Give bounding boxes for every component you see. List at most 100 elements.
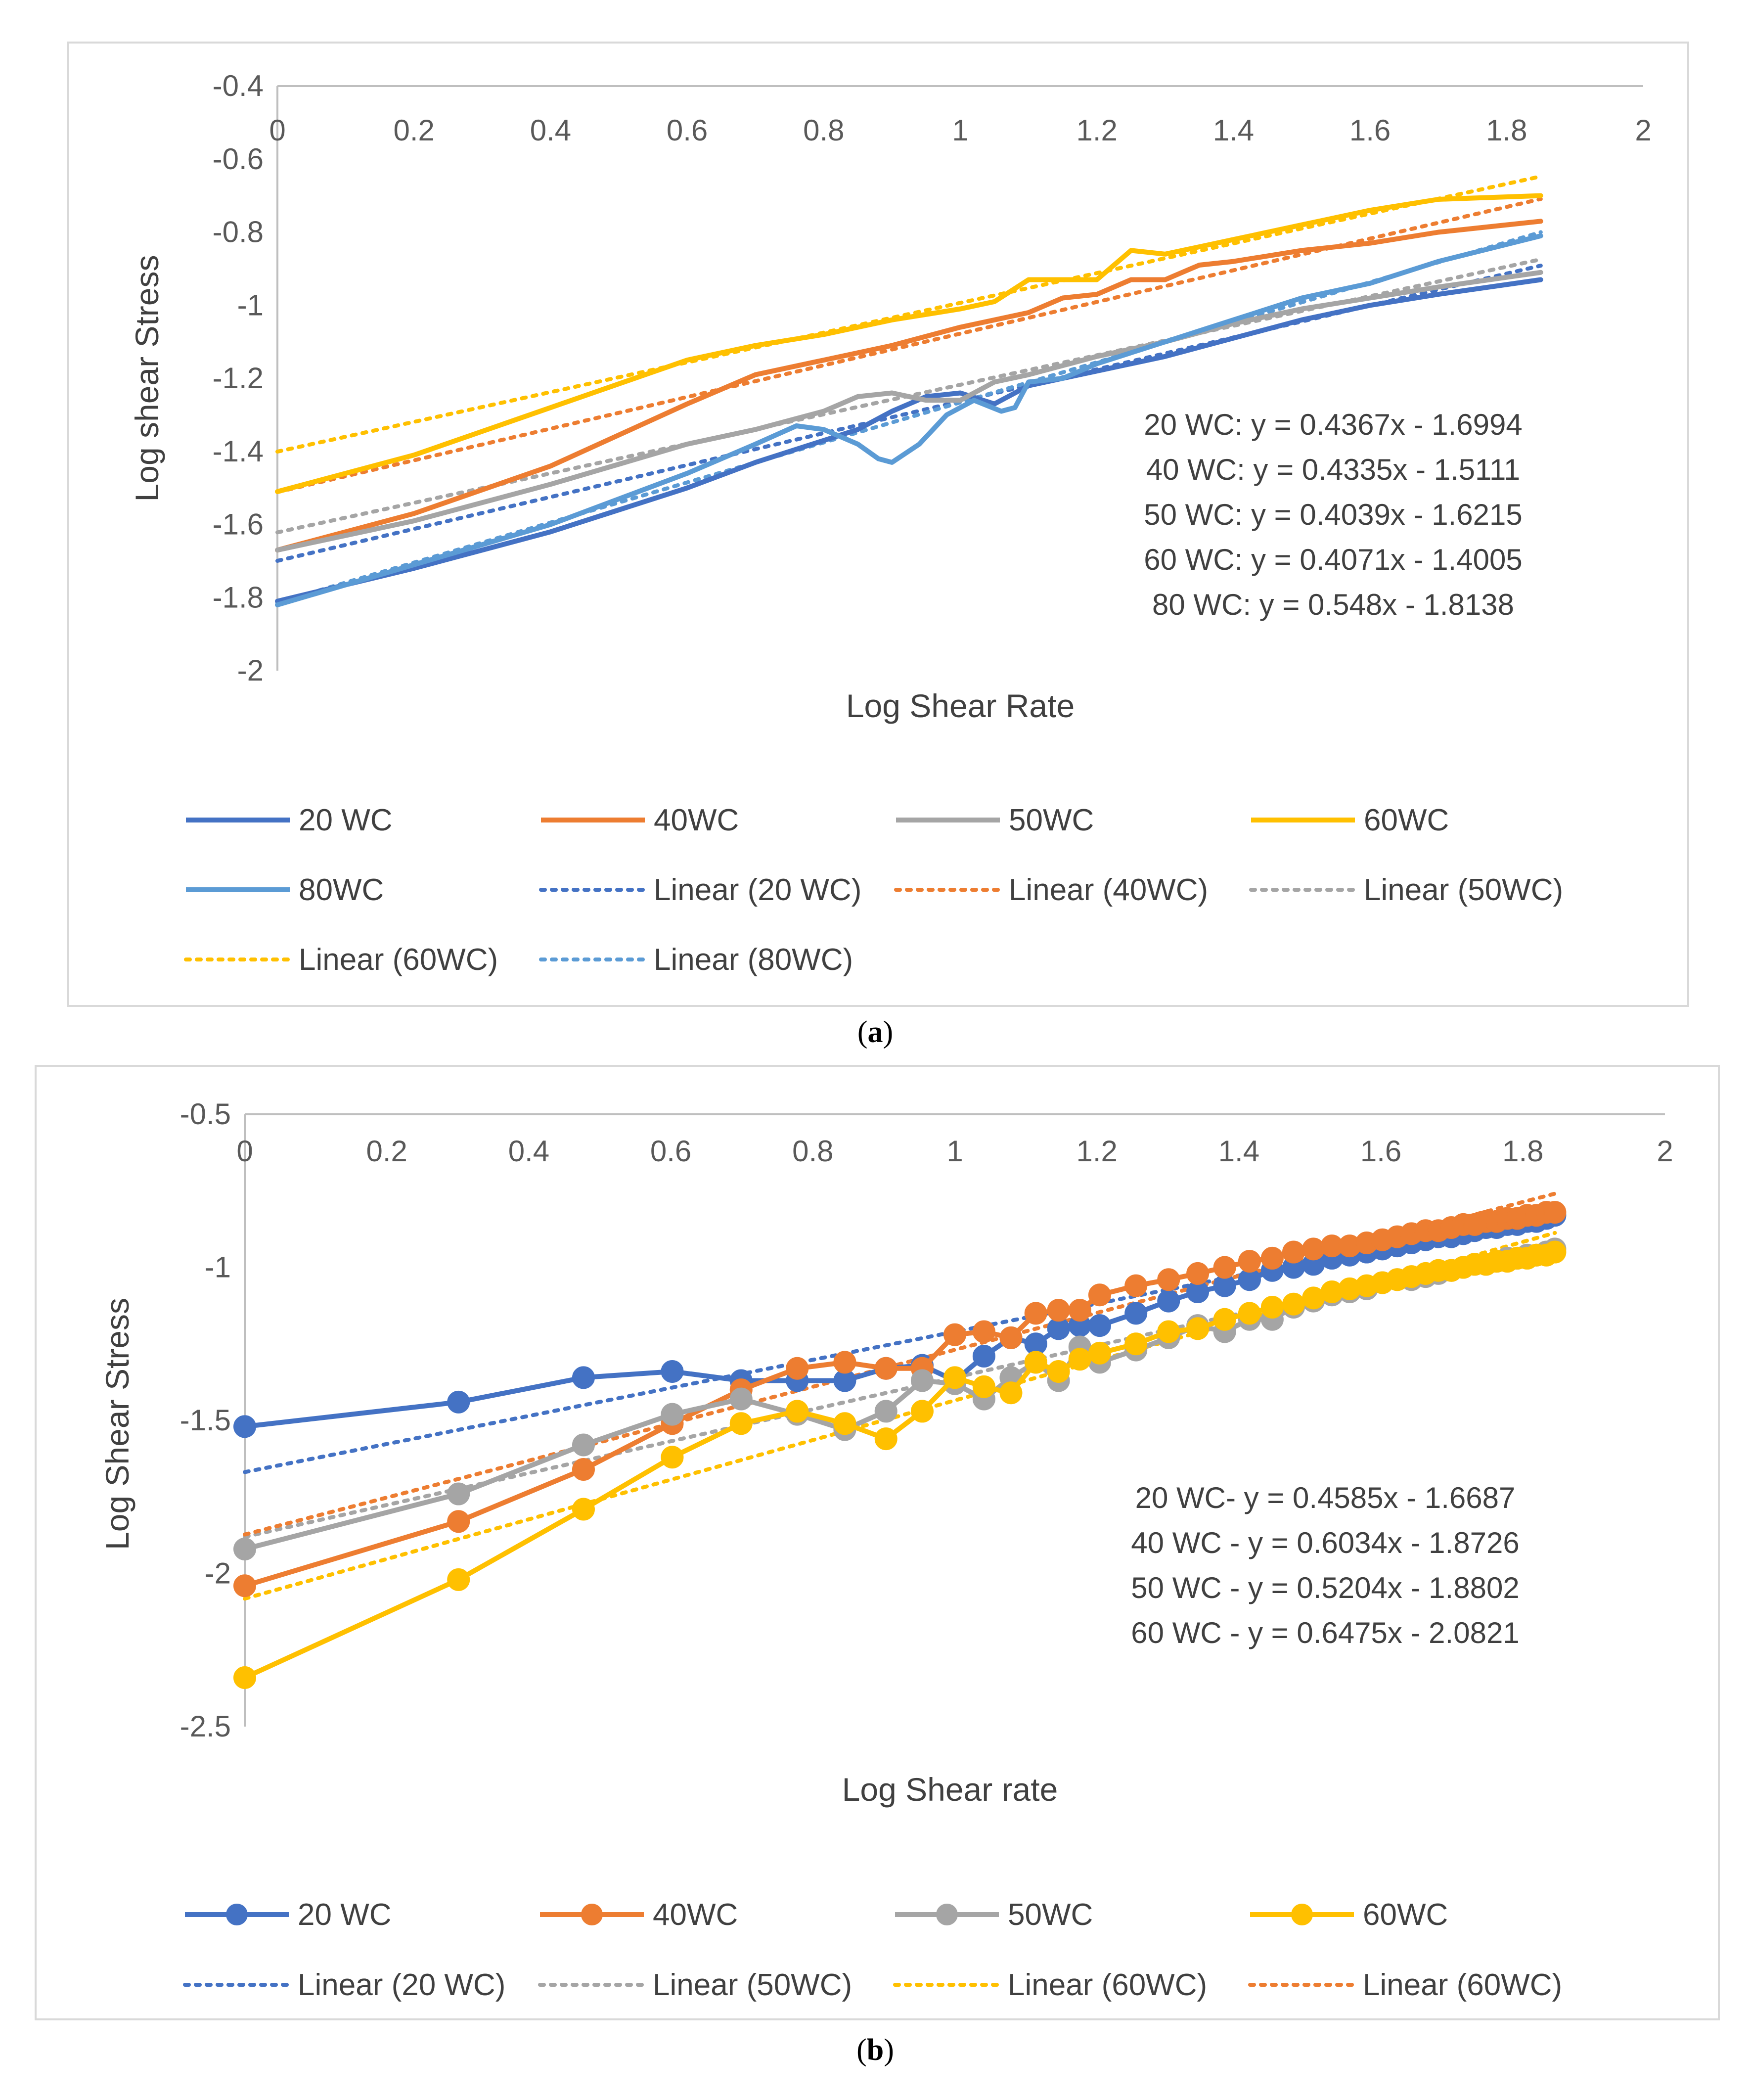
x-tick-label: 0.6 — [650, 1135, 691, 1168]
legend-label-linear-60wc: Linear (60WC) — [1363, 1968, 1562, 2002]
data-point-60wc — [1238, 1302, 1261, 1325]
data-point-50wc — [572, 1433, 595, 1457]
data-point-20-wc — [1088, 1314, 1111, 1337]
data-point-40wc — [1282, 1240, 1305, 1264]
chart-panel-b: 0 0.2 0.4 0.6 0.8 1 1.2 1.4 1.6 1.8 2 -0.5 -1 -1.5 -2 -… — [35, 1065, 1720, 2020]
trendline-equation: 50 WC: y = 0.4039x - 1.6215 — [1144, 498, 1522, 531]
chart-panel-a: 0 0.2 0.4 0.6 0.8 1 1.2 1.4 1.6 1.8 2 -0.4 -0.6 -0.8 -… — [67, 42, 1689, 1007]
legend-label-linear-50wc: Linear (50WC) — [653, 1968, 852, 2002]
data-point-40wc — [833, 1351, 856, 1374]
chart-b-canvas: 0 0.2 0.4 0.6 0.8 1 1.2 1.4 1.6 1.8 2 -0.5 -1 -1.5 -2 -… — [99, 1097, 1673, 2002]
x-tick-label: 1 — [952, 114, 968, 147]
data-point-60wc — [943, 1366, 966, 1389]
x-tick-label: 0 — [236, 1135, 253, 1168]
x-tick-label: 0.6 — [667, 114, 708, 147]
series-line-80wc — [275, 233, 1543, 607]
legend-label-linear-60wc: Linear (60WC) — [299, 943, 498, 977]
data-point-40wc — [786, 1357, 809, 1380]
y-tick-label: -1 — [205, 1251, 231, 1284]
x-tick-label: 0.8 — [792, 1135, 833, 1168]
data-point-60wc — [999, 1381, 1023, 1405]
legend-marker-60wc — [1291, 1904, 1313, 1925]
y-tick-label: -1.4 — [213, 435, 264, 468]
data-point-50wc — [874, 1400, 897, 1423]
legend-label-50wc: 50WC — [1008, 1898, 1093, 1932]
data-point-40wc — [1186, 1262, 1210, 1285]
x-tick-label: 1 — [946, 1135, 963, 1168]
data-point-50wc — [661, 1403, 684, 1426]
legend-label-40wc: 40WC — [654, 803, 739, 837]
legend-label-linear-80wc: Linear (80WC) — [654, 943, 853, 977]
x-tick-label: 0.4 — [530, 114, 571, 147]
trendline-linear-60wc — [243, 1191, 1557, 1537]
data-point-50wc — [233, 1537, 256, 1560]
x-axis-title: Log Shear Rate — [846, 687, 1075, 724]
data-point-60wc — [572, 1498, 595, 1521]
data-point-40wc — [1068, 1299, 1091, 1322]
legend-marker-40wc — [581, 1904, 603, 1925]
data-point-60wc — [1124, 1332, 1148, 1356]
data-point-40wc — [999, 1326, 1023, 1349]
y-tick-label: -1.2 — [213, 362, 264, 395]
data-point-60wc — [1068, 1348, 1091, 1371]
data-point-20-wc — [1124, 1302, 1148, 1325]
data-point-40wc — [1238, 1250, 1261, 1273]
data-point-40wc — [1213, 1256, 1236, 1279]
data-point-40wc — [874, 1357, 897, 1380]
legend-label-40wc: 40WC — [653, 1898, 738, 1932]
data-point-40wc — [447, 1510, 470, 1533]
trendline-equation: 80 WC: y = 0.548x - 1.8138 — [1152, 588, 1514, 621]
y-tick-label: -1 — [237, 288, 264, 321]
y-tick-label: -2.5 — [180, 1710, 231, 1743]
trendline-equation: 40 WC - y = 0.6034x - 1.8726 — [1131, 1526, 1519, 1559]
chart-a-canvas: 0 0.2 0.4 0.6 0.8 1 1.2 1.4 1.6 1.8 2 -0.4 -0.6 -0.8 -… — [129, 69, 1652, 977]
series-line-50wc — [275, 270, 1543, 553]
trendline-equation: 20 WC: y = 0.4367x - 1.6994 — [1144, 408, 1522, 441]
trendline-equation: 60 WC - y = 0.6475x - 2.0821 — [1131, 1616, 1519, 1649]
legend-marker-20-wc — [226, 1904, 248, 1925]
data-point-60wc — [1186, 1317, 1210, 1340]
data-point-40wc — [1543, 1201, 1567, 1224]
data-point-60wc — [1282, 1292, 1305, 1316]
y-tick-label: -0.6 — [213, 142, 264, 176]
x-tick-label: 1.4 — [1213, 114, 1254, 147]
series-line-20-wc — [275, 277, 1543, 604]
y-tick-label: -2 — [205, 1557, 231, 1590]
legend-label-linear-60wc: Linear (60WC) — [1008, 1968, 1207, 2002]
trendline-linear-60wc — [275, 174, 1543, 454]
legend-label-20-wc: 20 WC — [299, 803, 392, 837]
legend-label-60wc: 60WC — [1364, 803, 1449, 837]
x-tick-label: 1.4 — [1218, 1135, 1259, 1168]
x-axis-title: Log Shear rate — [842, 1771, 1058, 1808]
data-point-40wc — [1157, 1268, 1180, 1291]
data-point-60wc — [972, 1375, 995, 1398]
y-tick-label: -1.8 — [213, 581, 264, 614]
x-tick-label: 0.4 — [508, 1135, 549, 1168]
data-point-50wc — [910, 1369, 934, 1392]
x-tick-label: 2 — [1657, 1135, 1673, 1168]
data-point-40wc — [943, 1323, 966, 1346]
data-point-60wc — [1088, 1341, 1111, 1365]
y-tick-label: -1.5 — [180, 1404, 231, 1437]
y-tick-label: -1.6 — [213, 508, 264, 541]
data-point-40wc — [572, 1458, 595, 1481]
data-point-20-wc — [447, 1390, 470, 1414]
legend-label-linear-20-wc: Linear (20 WC) — [298, 1968, 505, 2002]
data-point-60wc — [661, 1446, 684, 1469]
data-point-20-wc — [233, 1415, 256, 1438]
data-point-60wc — [1260, 1295, 1284, 1319]
data-point-20-wc — [572, 1366, 595, 1389]
data-point-40wc — [1260, 1246, 1284, 1270]
legend-label-50wc: 50WC — [1009, 803, 1094, 837]
y-tick-label: -0.8 — [213, 216, 264, 249]
trendline-equation: 20 WC- y = 0.4585x - 1.6687 — [1135, 1481, 1516, 1514]
legend-label-linear-50wc: Linear (50WC) — [1364, 873, 1563, 907]
data-point-40wc — [972, 1320, 995, 1343]
data-point-60wc — [1543, 1240, 1567, 1264]
data-point-50wc — [447, 1482, 470, 1506]
legend-label-linear-40wc: Linear (40WC) — [1009, 873, 1208, 907]
data-point-60wc — [233, 1666, 256, 1689]
data-point-60wc — [1047, 1360, 1070, 1383]
data-point-60wc — [910, 1400, 934, 1423]
data-point-40wc — [1088, 1283, 1111, 1307]
